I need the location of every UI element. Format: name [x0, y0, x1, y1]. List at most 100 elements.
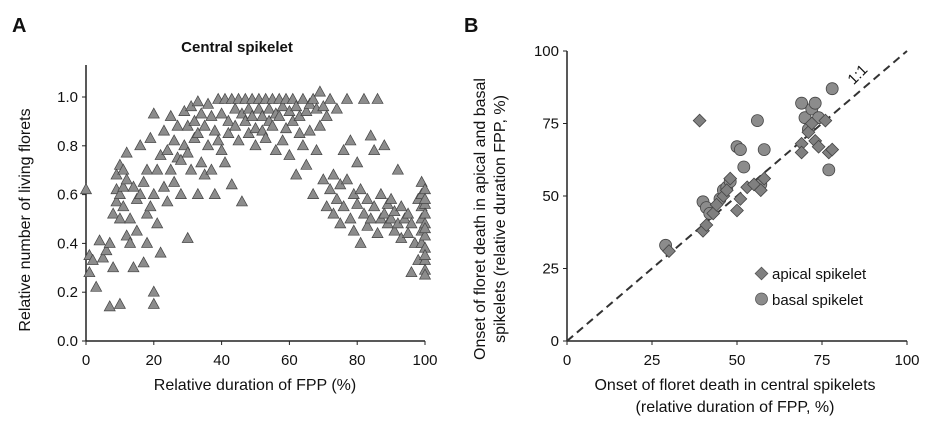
chart-b-xlabel: Onset of floret death in central spikele… [594, 377, 875, 394]
data-point-triangle [79, 182, 93, 195]
data-point-triangle [385, 212, 398, 224]
data-point-triangle [147, 187, 160, 199]
data-point-triangle [123, 236, 137, 248]
data-point-triangle [327, 207, 340, 219]
data-point-triangle [405, 217, 418, 229]
data-point-triangle [164, 109, 177, 121]
data-point-triangle [222, 126, 235, 138]
data-point-triangle [334, 217, 347, 229]
data-point-triangle [208, 124, 221, 136]
data-point-apical [757, 171, 772, 186]
data-point-triangle [178, 139, 191, 151]
data-point-basal [750, 114, 764, 127]
data-point-triangle [300, 158, 313, 170]
x-tick-label: 100 [412, 352, 437, 369]
data-point-triangle [191, 95, 204, 107]
chart-b-points [659, 82, 840, 259]
data-point-triangle [235, 195, 249, 207]
data-point-apical [723, 171, 738, 186]
data-point-triangle [205, 163, 218, 175]
data-point-triangle [195, 107, 208, 119]
data-point-triangle [147, 107, 160, 119]
data-point-triangle [361, 219, 374, 231]
data-point-triangle [188, 114, 201, 126]
data-point-triangle [296, 92, 310, 104]
data-point-triangle [344, 134, 357, 146]
data-point-triangle [107, 261, 120, 273]
data-point-triangle [259, 131, 272, 143]
y-tick-label: 75 [542, 116, 559, 133]
data-point-triangle [113, 212, 126, 224]
data-point-triangle [368, 200, 381, 212]
data-point-triangle [215, 107, 228, 119]
data-point-triangle [215, 143, 228, 156]
data-point-triangle [364, 129, 377, 141]
data-point-triangle [93, 234, 106, 246]
x-tick-label: 25 [644, 352, 661, 369]
x-tick-label: 50 [729, 352, 746, 369]
data-point-basal [825, 82, 839, 96]
x-tick-label: 80 [349, 352, 366, 369]
chart-a-ylabel: Relative number of living florets [17, 108, 34, 331]
data-point-triangle [113, 297, 126, 309]
x-tick-label: 40 [213, 352, 230, 369]
data-point-triangle [208, 187, 221, 199]
data-point-triangle [205, 109, 218, 121]
data-point-triangle [123, 212, 137, 224]
legend-item-basal: basal spikelet [755, 292, 864, 309]
data-point-triangle [198, 119, 211, 131]
data-point-triangle [161, 195, 174, 207]
data-point-triangle [418, 192, 432, 204]
data-point-apical [709, 197, 724, 212]
data-point-apical [818, 113, 833, 128]
data-point-triangle [201, 139, 215, 151]
data-point-triangle [140, 207, 154, 219]
data-point-triangle [388, 224, 401, 236]
data-point-triangle [401, 207, 415, 219]
data-point-triangle [307, 92, 320, 104]
data-point-basal [733, 143, 747, 157]
legend-marker-diamond [754, 266, 769, 281]
data-point-triangle [323, 182, 337, 195]
data-point-triangle [144, 200, 157, 212]
data-point-triangle [418, 248, 432, 260]
data-point-triangle [171, 119, 184, 131]
data-point-triangle [110, 195, 123, 207]
data-point-apical [794, 136, 809, 151]
data-point-triangle [296, 139, 310, 151]
y-tick-label: 50 [542, 188, 559, 205]
chart-a: A Central spikelet 0 20 40 60 80 100 0.0 0.2 0.4… [12, 15, 438, 394]
panel-letter-b: B [464, 15, 478, 37]
x-tick-label: 60 [281, 352, 298, 369]
data-point-triangle [117, 200, 130, 212]
data-point-triangle [164, 163, 177, 175]
data-point-triangle [320, 200, 333, 212]
data-point-triangle [340, 173, 354, 185]
data-point-apical [730, 203, 744, 218]
data-point-triangle [201, 97, 215, 109]
data-point-triangle [168, 175, 181, 187]
data-point-triangle [300, 104, 313, 116]
data-point-triangle [161, 143, 174, 156]
data-point-triangle [86, 253, 99, 265]
data-point-triangle [191, 126, 204, 138]
data-point-triangle [130, 224, 143, 236]
chart-a-xlabel: Relative duration of FPP (%) [154, 377, 356, 394]
chart-b-ylabel-2: spikelets (relative duration FPP, %) [492, 95, 509, 343]
data-point-apical [811, 139, 826, 154]
data-point-triangle [120, 173, 133, 185]
data-point-triangle [120, 229, 133, 241]
data-point-apical [733, 191, 748, 206]
chart-a-title: Central spikelet [181, 39, 293, 56]
data-point-triangle [293, 126, 306, 138]
data-point-triangle [229, 102, 242, 114]
data-point-apical [719, 183, 734, 198]
data-point-triangle [378, 139, 391, 151]
y-tick-label: 0.4 [57, 235, 78, 252]
data-point-triangle [147, 285, 160, 297]
data-point-apical [692, 113, 707, 128]
data-point-triangle [320, 109, 333, 121]
data-point-basal [737, 160, 751, 174]
y-tick-label: 0.6 [57, 187, 78, 204]
data-point-triangle [323, 92, 337, 104]
